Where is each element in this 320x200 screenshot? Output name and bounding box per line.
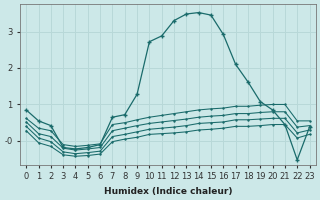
X-axis label: Humidex (Indice chaleur): Humidex (Indice chaleur) bbox=[104, 187, 232, 196]
